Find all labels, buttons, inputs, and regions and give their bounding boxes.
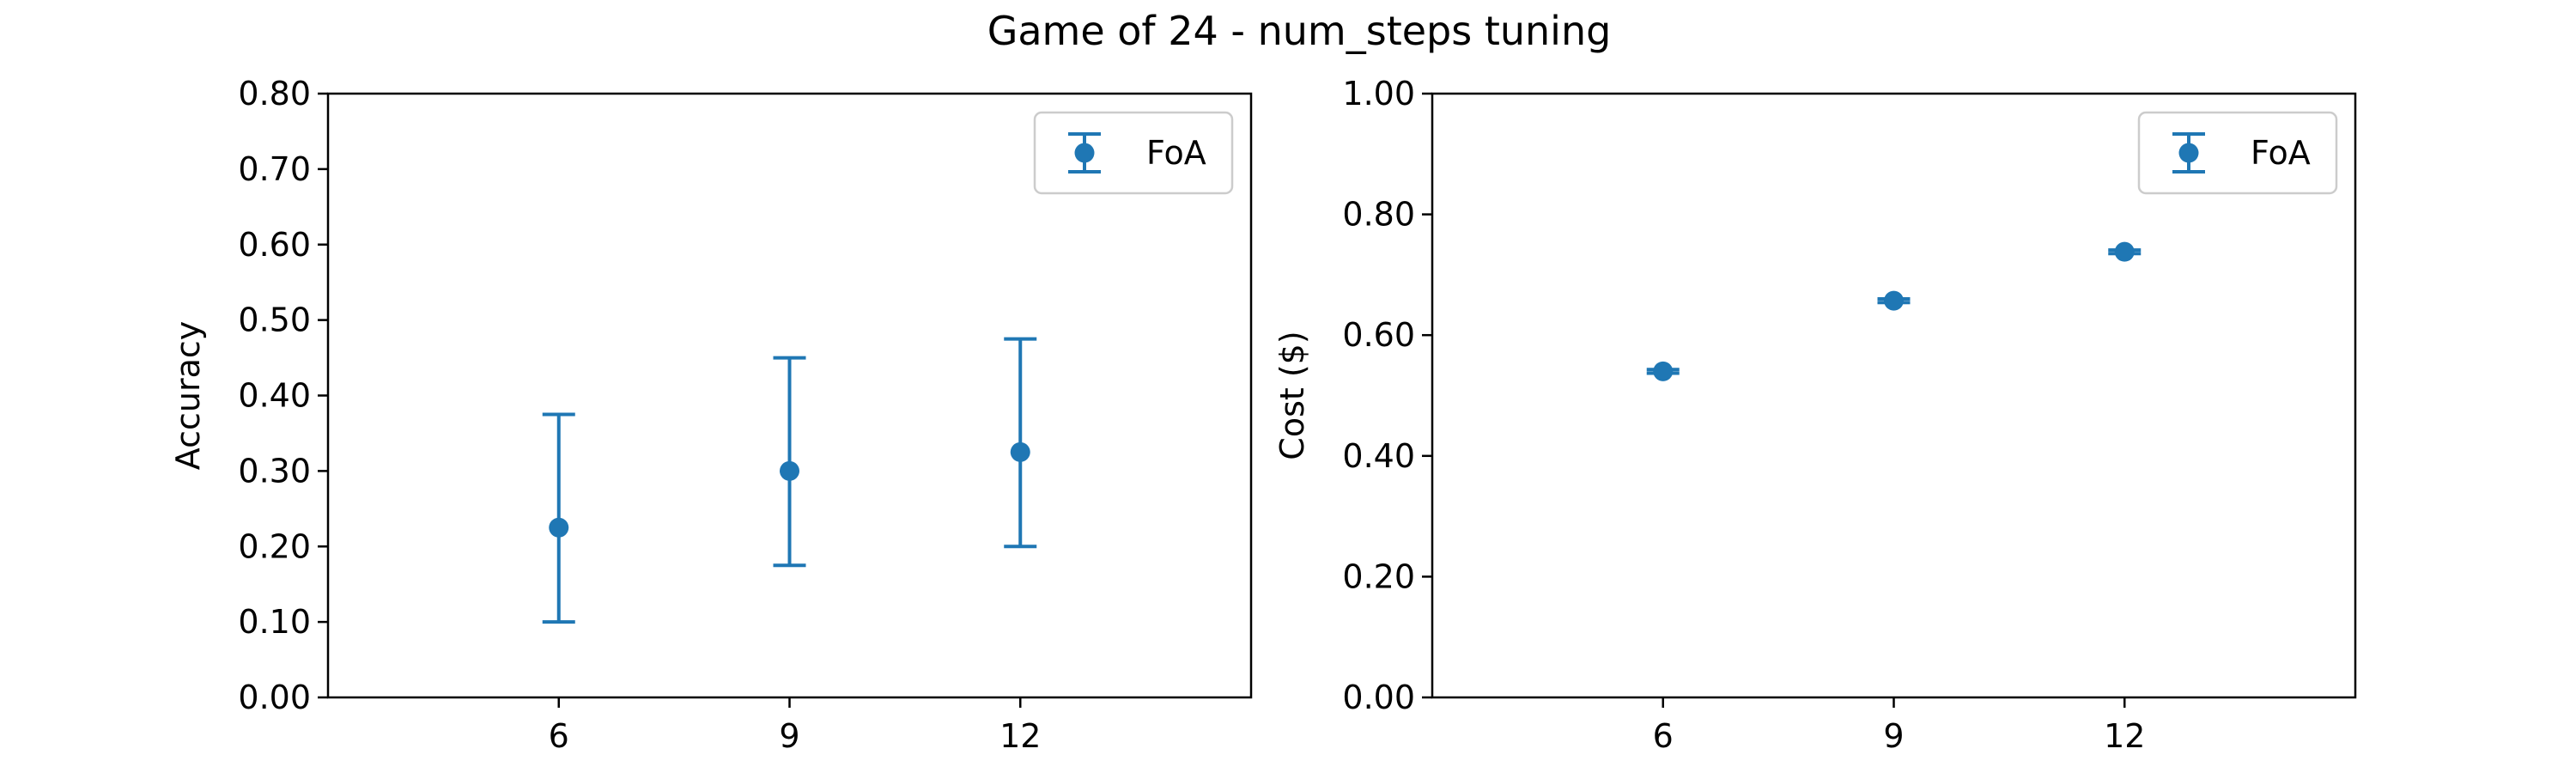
y-tick-label: 0.00 (238, 679, 311, 716)
x-tick-label: 6 (549, 717, 569, 755)
plot-frame (1431, 92, 2357, 699)
data-point (780, 460, 799, 481)
chart-panels: 0.00 0.10 0.20 0.30 0.40 0.50 0.60 0.70 0.80 6 9 12… (169, 75, 2357, 755)
chart-panel-accuracy: 0.00 0.10 0.20 0.30 0.40 0.50 0.60 0.70 0.80 6 9 12… (169, 75, 1253, 755)
y-tick-label: 0.40 (238, 377, 311, 415)
data-point (549, 517, 569, 538)
legend-label: FoA (2251, 134, 2311, 172)
y-tick-label: 0.10 (238, 603, 311, 641)
y-tick-label: 0.70 (238, 150, 311, 188)
y-axis-label: Cost ($) (1273, 331, 1311, 460)
legend: FoA (1033, 111, 1234, 195)
y-tick-label: 0.20 (238, 527, 311, 565)
y-tick-label: 0.40 (1342, 437, 1415, 475)
y-tick-label: 0.30 (238, 452, 311, 490)
plot-frame (326, 92, 1253, 699)
y-tick-label: 0.00 (1342, 679, 1415, 716)
data-point (1010, 441, 1030, 462)
y-tick-label: 0.60 (1342, 316, 1415, 354)
data-point (1884, 290, 1904, 311)
x-tick-label: 9 (779, 717, 799, 755)
y-tick-label: 1.00 (1342, 75, 1415, 113)
x-tick-label: 6 (1653, 717, 1674, 755)
data-point (1653, 361, 1674, 381)
data-point (2114, 241, 2135, 262)
y-tick-label: 0.80 (238, 75, 311, 113)
y-tick-label: 0.20 (1342, 557, 1415, 595)
y-tick-label: 0.60 (238, 226, 311, 264)
legend-marker-icon (2178, 143, 2199, 163)
chart-title: Game of 24 - num_steps tuning (987, 8, 1612, 54)
y-tick-label: 0.80 (1342, 196, 1415, 234)
y-axis-label: Accuracy (169, 321, 207, 471)
legend: FoA (2137, 111, 2338, 195)
x-tick-label: 12 (999, 717, 1041, 755)
x-tick-label: 12 (2104, 717, 2145, 755)
chart-panel-cost: 0.00 0.20 0.40 0.60 0.80 1.00 6 9 12 Cost ($) FoA (1273, 75, 2357, 755)
y-tick-label: 0.50 (238, 301, 311, 339)
x-tick-label: 9 (1883, 717, 1904, 755)
legend-label: FoA (1146, 134, 1206, 172)
legend-marker-icon (1074, 143, 1095, 163)
